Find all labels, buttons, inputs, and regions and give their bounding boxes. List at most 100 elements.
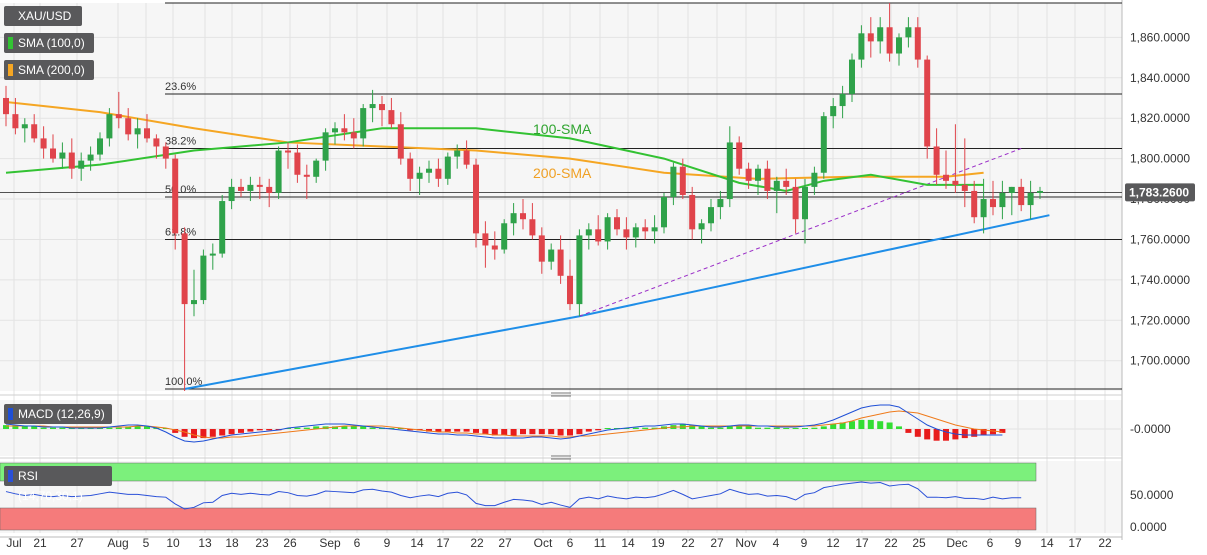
x-tick-label: 6 bbox=[354, 536, 361, 550]
x-tick-label: Aug bbox=[107, 536, 128, 550]
macd-histogram-bar bbox=[811, 427, 818, 429]
sma100-swatch bbox=[8, 37, 13, 49]
candle-body bbox=[990, 199, 996, 208]
macd-histogram-bar bbox=[802, 428, 808, 429]
candle-body bbox=[294, 152, 301, 175]
macd-histogram-bar bbox=[585, 429, 592, 432]
candle-body bbox=[933, 146, 940, 175]
rsi-overbought-band bbox=[0, 462, 1037, 482]
candle-body bbox=[557, 249, 564, 276]
macd-histogram-bar bbox=[482, 429, 489, 435]
candle-body bbox=[12, 114, 19, 129]
candle-body bbox=[538, 235, 545, 262]
macd-histogram-bar bbox=[332, 426, 338, 429]
sma100-annotation: 100-SMA bbox=[533, 121, 592, 137]
candle-body bbox=[736, 142, 743, 169]
candle-body bbox=[125, 118, 132, 135]
candle-body bbox=[341, 128, 348, 133]
macd-histogram-bar bbox=[491, 429, 498, 436]
rsi-line bbox=[5, 481, 1022, 510]
macd-histogram-bar bbox=[858, 419, 865, 429]
macd-histogram-bar bbox=[435, 429, 442, 432]
candle-body bbox=[191, 300, 197, 305]
macd-histogram-bar bbox=[708, 427, 714, 429]
macd-histogram-bar bbox=[736, 426, 743, 429]
macd-histogram-bar bbox=[21, 426, 28, 429]
macd-legend[interactable]: MACD (12,26,9) bbox=[4, 404, 112, 424]
macd-histogram-bar bbox=[341, 426, 348, 429]
candle-body bbox=[632, 227, 639, 238]
macd-histogram-bar bbox=[191, 429, 197, 439]
candle-body bbox=[961, 184, 968, 191]
candle-body bbox=[792, 186, 799, 220]
macd-histogram-bar bbox=[369, 427, 376, 429]
macd-histogram-bar bbox=[745, 426, 752, 429]
macd-histogram-bar bbox=[115, 427, 122, 429]
x-tick-label: 11 bbox=[594, 536, 607, 550]
candle-body bbox=[726, 142, 733, 200]
x-tick-label: 9 bbox=[801, 536, 808, 550]
sma200-annotation: 200-SMA bbox=[533, 165, 592, 181]
candle-body bbox=[510, 213, 517, 224]
x-tick-label: 6 bbox=[987, 536, 994, 550]
candle-body bbox=[529, 219, 536, 236]
sma100-legend[interactable]: SMA (100,0) bbox=[4, 33, 94, 53]
macd-histogram-bar bbox=[200, 429, 207, 439]
x-tick-label: 22 bbox=[1098, 536, 1112, 550]
candle-body bbox=[501, 223, 508, 250]
candle-body bbox=[670, 166, 677, 197]
candle-body bbox=[426, 168, 432, 173]
candle-body bbox=[172, 158, 179, 234]
macd-histogram-bar bbox=[538, 429, 545, 435]
symbol-swatch bbox=[8, 10, 13, 22]
candle-body bbox=[604, 217, 611, 242]
candle-body bbox=[473, 164, 479, 234]
macd-histogram-bar bbox=[886, 422, 893, 429]
macd-histogram-bar bbox=[604, 428, 611, 429]
candle-body bbox=[350, 132, 357, 139]
y-tick-label: 1,720.0000 bbox=[1130, 313, 1190, 327]
sma200-legend[interactable]: SMA (200,0) bbox=[4, 60, 94, 80]
rsi-legend[interactable]: RSI (14,70,30,1) bbox=[4, 466, 112, 503]
candle-body bbox=[614, 217, 620, 230]
candle-body bbox=[275, 150, 282, 193]
macd-histogram-bar bbox=[407, 429, 414, 431]
candle-body bbox=[830, 106, 837, 117]
x-tick-label: Nov bbox=[735, 536, 756, 550]
macd-histogram-bar bbox=[820, 426, 827, 429]
macd-histogram-bar bbox=[350, 426, 357, 429]
macd-histogram-bar bbox=[830, 423, 837, 429]
macd-histogram-bar bbox=[266, 429, 273, 431]
macd-histogram-bar bbox=[501, 429, 508, 436]
x-tick-label: 9 bbox=[1015, 536, 1022, 550]
macd-histogram-bar bbox=[172, 429, 179, 433]
candle-body bbox=[59, 152, 66, 159]
macd-histogram-bar bbox=[106, 427, 113, 429]
candle-body bbox=[379, 104, 385, 111]
y-tick-label: 1,760.0000 bbox=[1130, 232, 1190, 246]
macd-histogram-bar bbox=[933, 429, 940, 441]
macd-histogram-bar bbox=[238, 429, 244, 433]
macd-histogram-bar bbox=[454, 429, 461, 432]
rsi-y-tick: 0.0000 bbox=[1130, 520, 1167, 534]
y-tick-label: 1,840.0000 bbox=[1130, 71, 1190, 85]
candle-body bbox=[416, 172, 423, 179]
symbol-label[interactable]: XAU/USD bbox=[4, 6, 82, 26]
macd-histogram-bar bbox=[12, 425, 19, 429]
x-tick-label: 27 bbox=[710, 536, 724, 550]
macd-histogram-bar bbox=[924, 429, 931, 440]
macd-histogram-bar bbox=[181, 429, 188, 437]
macd-histogram-bar bbox=[839, 422, 846, 429]
x-tick-label: 9 bbox=[384, 536, 391, 550]
candle-body bbox=[134, 128, 141, 135]
macd-histogram-bar bbox=[3, 425, 9, 429]
y-tick-label: 1,700.0000 bbox=[1130, 354, 1190, 368]
candle-body bbox=[755, 168, 761, 181]
candle-body bbox=[1008, 186, 1015, 193]
macd-histogram-bar bbox=[557, 429, 564, 436]
macd-histogram-bar bbox=[980, 429, 987, 436]
candle-body bbox=[886, 27, 893, 54]
macd-histogram-bar bbox=[698, 426, 705, 429]
candle-body bbox=[773, 180, 780, 191]
y-tick-label: 1,740.0000 bbox=[1130, 273, 1190, 287]
